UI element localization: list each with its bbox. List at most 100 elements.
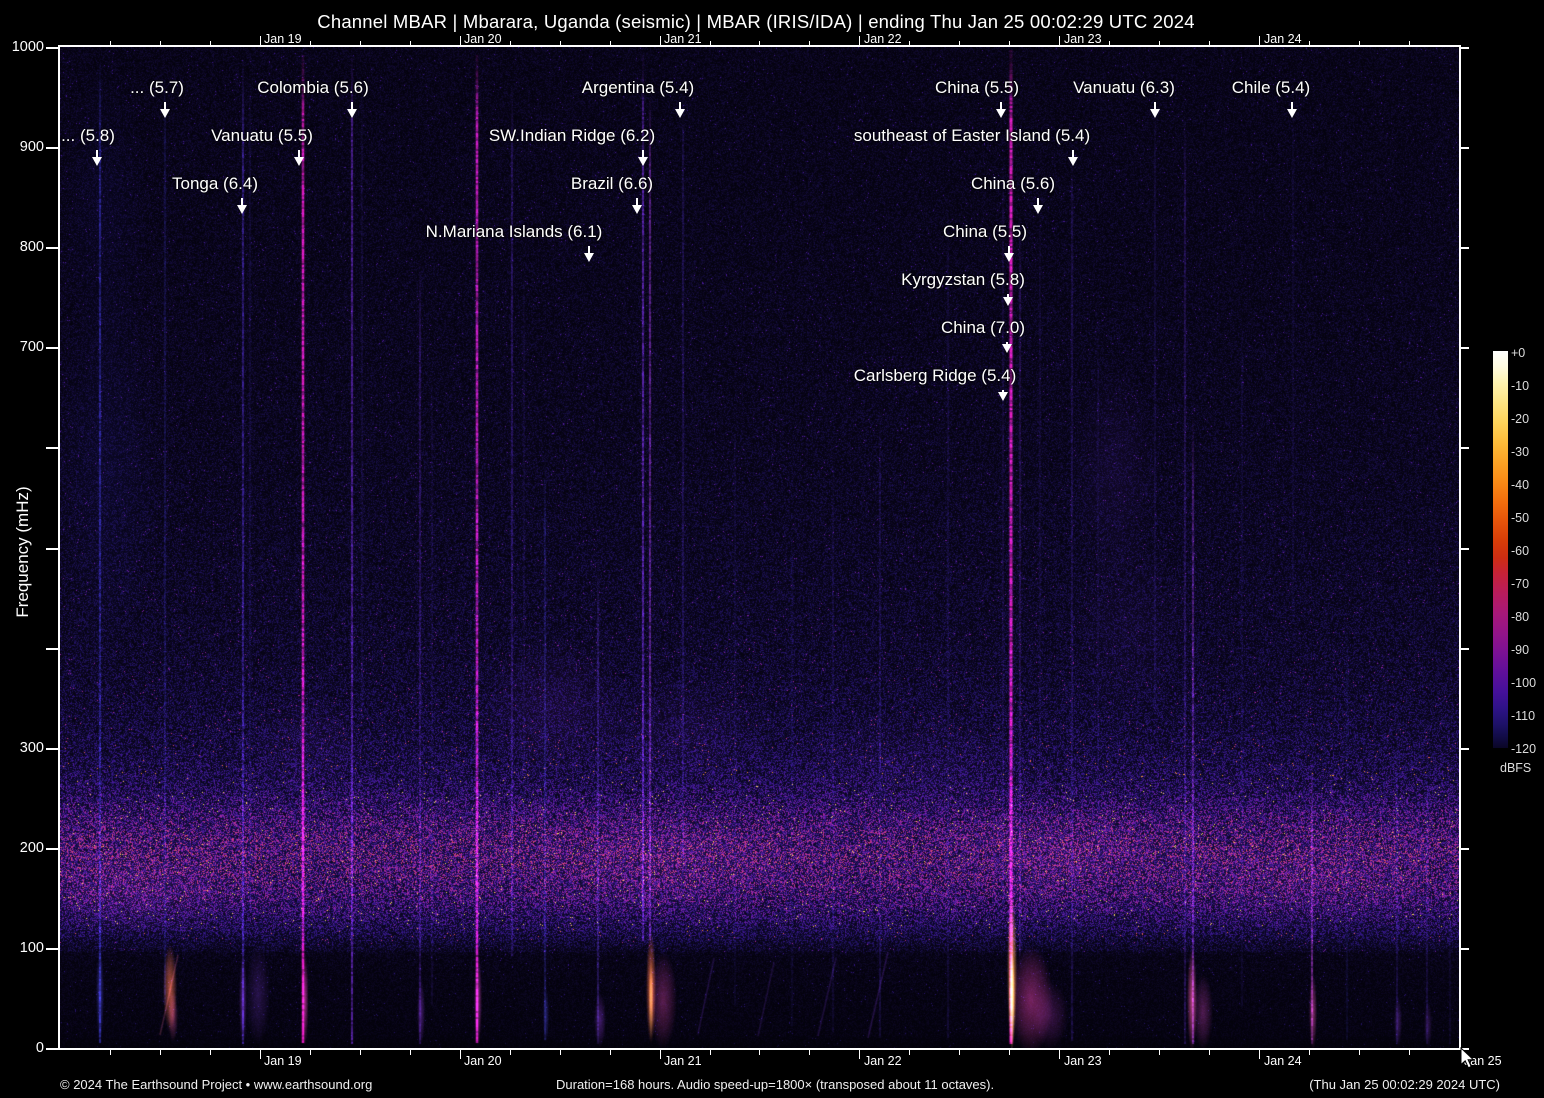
x-axis-day-label-bottom: Jan 23 — [1064, 1054, 1102, 1068]
x-axis-day-label-bottom: Jan 24 — [1264, 1054, 1302, 1068]
y-axis-tick-label: 300 — [19, 740, 44, 756]
x-axis-tick-top — [1259, 36, 1260, 45]
x-axis-tick-bottom — [1059, 1050, 1060, 1059]
colorbar-tick-label: -90 — [1511, 643, 1530, 657]
x-axis-tick-top — [1009, 41, 1010, 45]
x-axis-tick-bottom — [1359, 1050, 1360, 1055]
x-axis-day-label-top: Jan 20 — [464, 32, 502, 46]
colorbar-tick-label: +0 — [1511, 346, 1526, 360]
x-axis-tick-bottom — [909, 1050, 910, 1055]
x-axis-tick-bottom — [310, 1050, 311, 1055]
x-axis-day-label-top: Jan 21 — [664, 32, 702, 46]
x-axis-tick-top — [759, 41, 760, 45]
x-axis-tick-top — [510, 41, 511, 45]
x-axis-day-label-bottom: Jan 21 — [664, 1054, 702, 1068]
colorbar-tick-label: -70 — [1511, 577, 1530, 591]
colorbar-tick-label: -120 — [1511, 742, 1537, 756]
earthquake-annotation-label: Kyrgyzstan (5.8) — [901, 270, 1025, 289]
x-axis-tick-top — [859, 36, 860, 45]
x-axis-tick-bottom — [210, 1050, 211, 1055]
x-axis-tick-top — [909, 41, 910, 45]
x-axis-tick-bottom — [110, 1050, 111, 1055]
earthquake-annotation-label: China (5.6) — [970, 174, 1056, 193]
earthquake-annotation-label: ... (5.8) — [61, 126, 115, 145]
x-axis-tick-top — [1209, 41, 1210, 45]
y-axis-tick-right — [1461, 548, 1469, 550]
y-axis-tick-left — [46, 347, 58, 349]
x-axis-tick-bottom — [809, 1050, 810, 1055]
x-axis-tick-bottom — [859, 1050, 860, 1059]
x-axis-tick-bottom — [1109, 1050, 1110, 1055]
colorbar-unit-label: dBFS — [1500, 761, 1532, 775]
y-axis-tick-right — [1461, 748, 1469, 750]
colorbar-tick-label: -30 — [1511, 445, 1530, 459]
colorbar-tick-label: -20 — [1511, 412, 1530, 426]
y-axis-tick-right — [1461, 247, 1469, 249]
spectrogram-canvas — [60, 47, 1459, 1048]
earthquake-annotation-label: Tonga (6.4) — [172, 174, 258, 193]
x-axis-day-label-bottom: Jan 19 — [264, 1054, 302, 1068]
y-axis-tick-label: 1000 — [11, 39, 44, 55]
y-axis-tick-left — [46, 47, 58, 49]
earthquake-annotation-label: southeast of Easter Island (5.4) — [853, 126, 1091, 145]
earthquake-annotation-label: N.Mariana Islands (6.1) — [425, 222, 603, 241]
x-axis-tick-top — [809, 41, 810, 45]
y-axis-tick-right — [1461, 47, 1469, 49]
y-axis-tick-right — [1461, 848, 1469, 850]
x-axis-day-label-top: Jan 24 — [1264, 32, 1302, 46]
y-axis-tick-label: 0 — [35, 1040, 44, 1056]
y-axis-tick-left — [46, 948, 58, 950]
x-axis-day-label-top: Jan 19 — [264, 32, 302, 46]
page-title: Channel MBAR | Mbarara, Uganda (seismic)… — [317, 11, 1195, 32]
colorbar-tick-label: -100 — [1511, 676, 1537, 690]
x-axis-tick-top — [1109, 41, 1110, 45]
y-axis-tick-label: 700 — [19, 339, 44, 355]
colorbar-tick-label: -50 — [1511, 511, 1530, 525]
y-axis-tick-left — [46, 247, 58, 249]
x-axis-tick-top — [610, 41, 611, 45]
x-axis-tick-top — [560, 41, 561, 45]
footer-duration: Duration=168 hours. Audio speed-up=1800×… — [556, 1077, 995, 1092]
x-axis-tick-bottom — [360, 1050, 361, 1055]
colorbar-tick-label: -40 — [1511, 478, 1530, 492]
earthquake-annotation-label: China (5.5) — [942, 222, 1028, 241]
x-axis-tick-top — [710, 41, 711, 45]
x-axis-tick-top — [959, 41, 960, 45]
x-axis-tick-bottom — [160, 1050, 161, 1055]
x-axis-tick-bottom — [560, 1050, 561, 1055]
y-axis-tick-right — [1461, 447, 1469, 449]
y-axis-tick-label: 200 — [19, 840, 44, 856]
earthquake-annotation-label: Carlsberg Ridge (5.4) — [853, 366, 1017, 385]
x-axis-tick-top — [160, 41, 161, 45]
earthquake-annotation-label: China (5.5) — [934, 78, 1020, 97]
y-axis-tick-left — [46, 1048, 58, 1050]
x-axis-tick-top — [110, 41, 111, 45]
footer-copyright: © 2024 The Earthsound Project • www.eart… — [60, 1077, 373, 1092]
footer-timestamp: (Thu Jan 25 00:02:29 2024 UTC) — [1309, 1077, 1500, 1092]
x-axis-tick-top — [1159, 41, 1160, 45]
earthquake-annotation-label: Colombia (5.6) — [257, 78, 369, 97]
y-axis-tick-left — [46, 147, 58, 149]
y-axis-tick-label: 900 — [19, 139, 44, 155]
earthquake-annotation-label: Vanuatu (6.3) — [1073, 78, 1175, 97]
y-axis-tick-left — [46, 447, 58, 449]
x-axis-tick-top — [360, 41, 361, 45]
x-axis-tick-top — [1059, 36, 1060, 45]
y-axis-tick-right — [1461, 948, 1469, 950]
x-axis-day-label-bottom: Jan 25 — [1464, 1054, 1502, 1068]
x-axis-tick-bottom — [959, 1050, 960, 1055]
y-axis-tick-label: 800 — [19, 239, 44, 255]
colorbar-tick-label: -110 — [1511, 709, 1536, 723]
x-axis-tick-top — [460, 36, 461, 45]
x-axis-tick-bottom — [1259, 1050, 1260, 1059]
x-axis-tick-top — [310, 41, 311, 45]
x-axis-tick-top — [660, 36, 661, 45]
x-axis-tick-bottom — [1409, 1050, 1410, 1055]
earthquake-annotation-label: SW.Indian Ridge (6.2) — [488, 126, 656, 145]
y-axis-tick-left — [46, 648, 58, 650]
x-axis-tick-top — [1359, 41, 1360, 45]
earthquake-annotation-label: Brazil (6.6) — [570, 174, 654, 193]
x-axis-tick-top — [1309, 41, 1310, 45]
x-axis-tick-bottom — [1159, 1050, 1160, 1055]
earthquake-annotation-label: China (7.0) — [940, 318, 1026, 337]
